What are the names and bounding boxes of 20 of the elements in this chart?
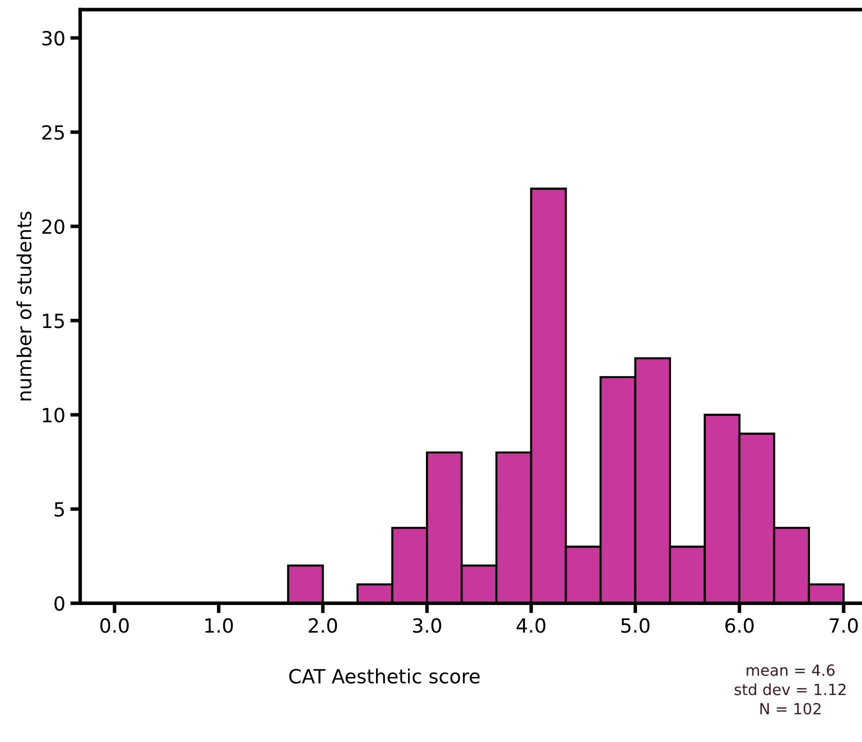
y-tick-label: 15 [42,314,64,328]
x-tick-label: 2.0 [308,618,338,633]
x-tick-label: 1.0 [205,618,233,633]
x-tick-label: 7.0 [830,618,858,633]
y-tick-label: 30 [42,30,64,46]
x-axis-title: CAT Aesthetic score [289,668,480,684]
y-tick-label: 20 [42,219,64,234]
y-tick-label: 5 [54,502,64,517]
y-tick-label: 10 [42,408,64,422]
text: std dev = 1.12 [734,683,846,696]
x-tick-label: 4.0 [516,618,546,633]
x-tick-label: 5.0 [621,618,650,633]
text: mean = 4.6 [746,664,835,676]
y-axis-title: number of students [16,212,32,400]
text: N = 102 [760,702,820,715]
x-tick-label: 6.0 [725,618,754,633]
x-tick-label: 3.0 [413,618,442,633]
y-tick-label: 0 [54,596,64,611]
y-tick-label: 25 [42,125,64,140]
x-tick-label: 0.0 [100,618,129,633]
